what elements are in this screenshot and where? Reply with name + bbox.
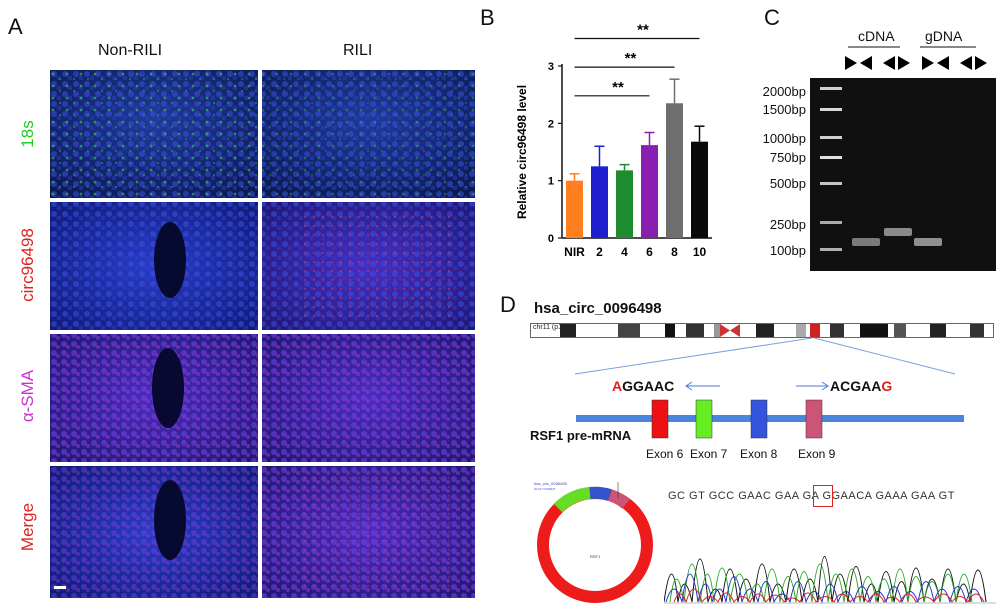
exon-6-block — [651, 399, 669, 439]
y-tick-label: 1 — [548, 176, 554, 188]
junction-box — [813, 485, 833, 507]
column-header-rili: RILI — [343, 42, 373, 59]
ladder-250bp: 250bp — [769, 217, 806, 232]
exon-8-label: Exon 8 — [740, 447, 778, 461]
circrna-diagram: hsa_circ_0096498 chr11:77420647 RSF1 — [534, 481, 653, 603]
left-junction-sequence: AGGAAC — [612, 378, 674, 394]
x-tick-label: 2 — [596, 245, 603, 259]
exon-7-block — [695, 399, 713, 439]
y-tick-label: 0 — [548, 233, 554, 245]
chromosome-label: chr11 (p14.1) — [533, 324, 575, 331]
left-seq-rest: GGAAC — [622, 378, 675, 394]
y-tick-label: 3 — [548, 61, 554, 73]
x-tick-label: 6 — [646, 245, 653, 259]
row-label-circ96498: circ96498 — [18, 228, 37, 302]
ladder-500bp: 500bp — [769, 176, 806, 191]
bar-4 — [616, 170, 633, 238]
panel-c-letter: C — [764, 5, 780, 30]
panel-d-letter: D — [500, 292, 516, 317]
x-tick-label: 10 — [693, 245, 707, 259]
micrograph-grid — [50, 70, 475, 598]
chromosome-ideogram — [530, 323, 994, 338]
circle-label: RSF1 — [590, 554, 601, 559]
svg-text:chr11:77420647: chr11:77420647 — [534, 487, 556, 491]
ladder-1500bp: 1500bp — [762, 102, 806, 117]
row-label-merge: Merge — [18, 502, 37, 552]
primer-markers — [845, 46, 987, 70]
zoom-lines — [574, 337, 956, 375]
row-label-18s: 18s — [18, 120, 37, 148]
significance-stars: ** — [612, 79, 624, 96]
row-label-alpha-sma: α-SMA — [18, 369, 37, 423]
exon-8-block — [750, 399, 768, 439]
sequence-text: GC GT GCC GAAC GAA GA GGAACA GAAA GAA GT — [668, 490, 955, 502]
left-seq-red: A — [612, 378, 623, 394]
exon-7-label: Exon 7 — [690, 447, 728, 461]
gel-image — [810, 78, 996, 271]
circrna-title: hsa_circ_0096498 — [534, 300, 662, 317]
bar-10 — [691, 141, 708, 238]
ladder-1000bp: 1000bp — [762, 131, 806, 146]
chromatogram — [664, 556, 996, 604]
x-tick-label: NIR — [564, 245, 585, 259]
exon-9-block — [805, 399, 823, 439]
exon-6-label: Exon 6 — [646, 447, 684, 461]
pre-mrna-diagram — [576, 399, 964, 439]
ladder-750bp: 750bp — [769, 150, 806, 165]
ladder-2000bp: 2000bp — [762, 84, 806, 99]
significance-stars: ** — [637, 21, 649, 38]
right-seq-red: G — [881, 378, 893, 394]
ladder-100bp: 100bp — [769, 243, 806, 258]
x-tick-label: 8 — [671, 245, 678, 259]
bar-8 — [666, 103, 683, 239]
bar-2 — [591, 166, 608, 238]
right-junction-sequence: ACGAAG — [830, 378, 892, 394]
bar-NIR — [566, 180, 583, 238]
y-axis-label: Relative circ96498 level — [515, 85, 529, 219]
direction-arrows — [685, 381, 829, 391]
bar-6 — [641, 145, 658, 238]
group-label-cdna: cDNA — [858, 28, 895, 44]
panel-b-letter: B — [480, 5, 495, 30]
significance-stars: ** — [625, 50, 637, 67]
exon-9-label: Exon 9 — [798, 447, 836, 461]
y-tick-label: 2 — [548, 118, 554, 130]
group-label-gdna: gDNA — [925, 28, 963, 44]
gene-label: RSF1 pre-mRNA — [530, 428, 632, 443]
column-header-non-rili: Non-RILI — [98, 42, 163, 59]
scale-bar — [54, 586, 66, 589]
svg-text:hsa_circ_0096498: hsa_circ_0096498 — [534, 481, 567, 486]
right-seq-rest: ACGAA — [830, 378, 882, 394]
x-tick-label: 4 — [621, 245, 628, 259]
panel-a-letter: A — [8, 14, 23, 39]
